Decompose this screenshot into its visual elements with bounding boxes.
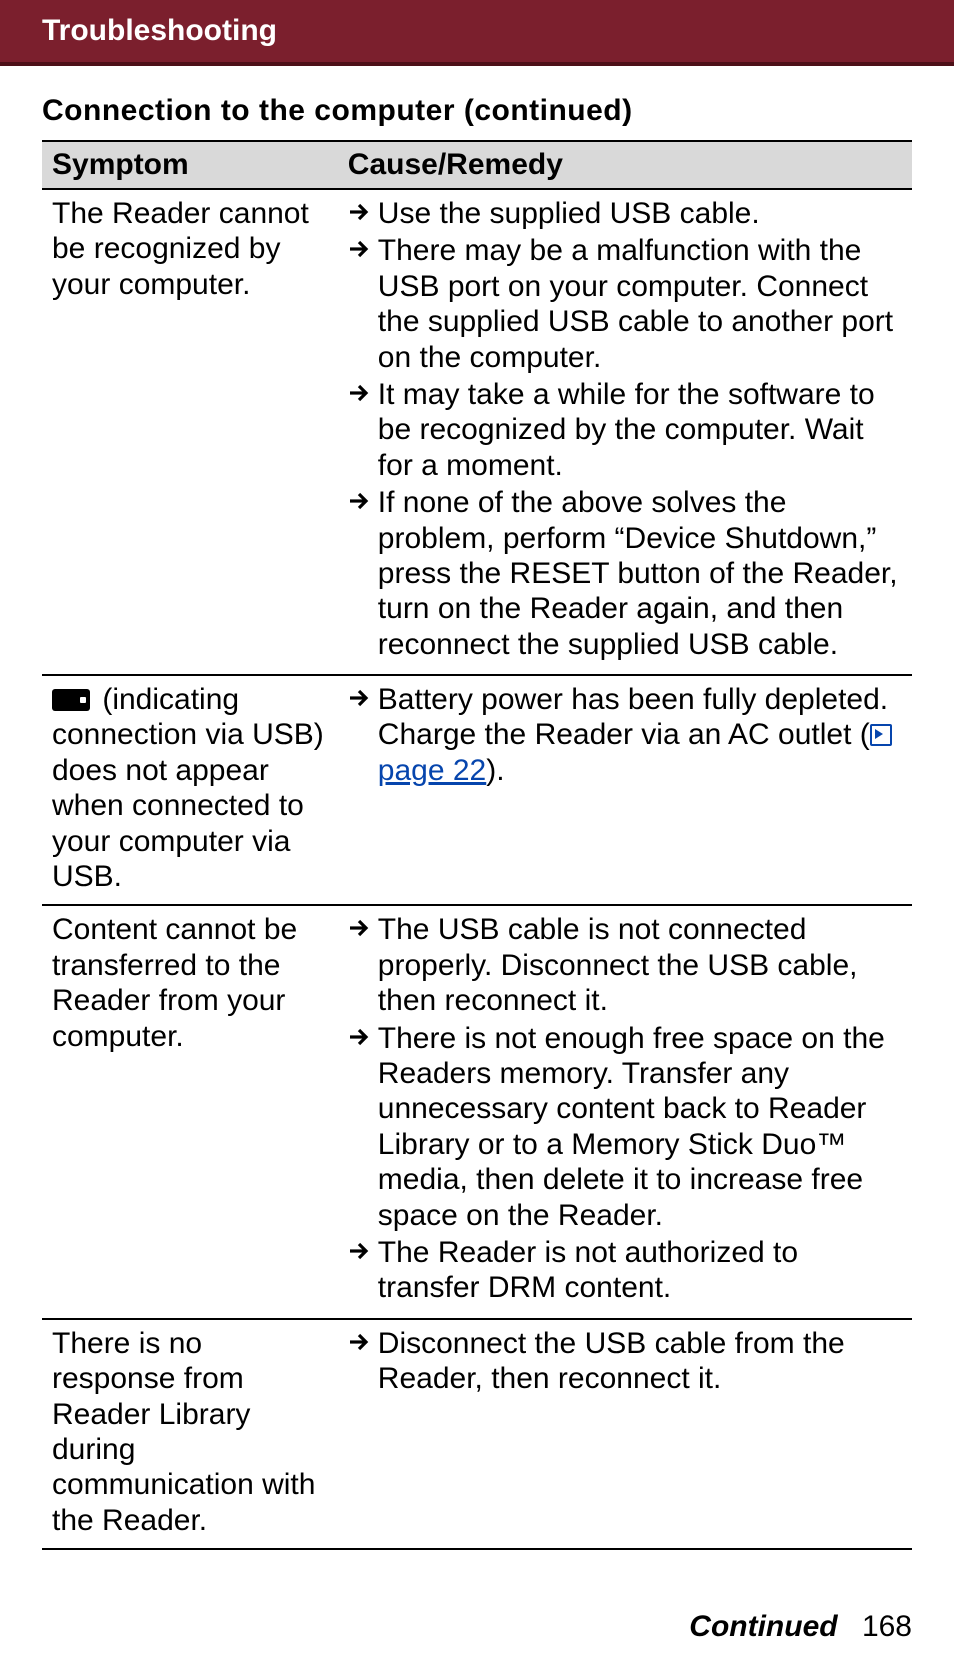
remedy-text: Disconnect the USB cable from the Reader… xyxy=(378,1327,845,1395)
col-remedy-header: Cause/Remedy xyxy=(338,141,912,189)
arrow-right-icon xyxy=(348,1331,370,1353)
table-row: There is no response from Reader Library… xyxy=(42,1319,912,1549)
arrow-right-icon xyxy=(348,238,370,260)
remedy-item: Use the supplied USB cable. xyxy=(348,196,902,231)
continued-label: Continued xyxy=(689,1610,837,1643)
remedy-cell: Use the supplied USB cable. There may be… xyxy=(338,189,912,675)
remedy-cell: Battery power has been fully depleted. C… xyxy=(338,675,912,905)
content-area: Connection to the computer (continued) S… xyxy=(0,66,954,1550)
remedy-item: Disconnect the USB cable from the Reader… xyxy=(348,1326,902,1397)
remedy-text: The USB cable is not connected properly.… xyxy=(378,913,858,1017)
symptom-cell: There is no response from Reader Library… xyxy=(42,1319,338,1549)
remedy-text: The Reader is not authorized to transfer… xyxy=(378,1236,798,1304)
header-title: Troubleshooting xyxy=(42,14,277,47)
remedy-text: If none of the above solves the problem,… xyxy=(378,486,898,661)
remedy-item: There is not enough free space on the Re… xyxy=(348,1021,902,1233)
col-symptom-header: Symptom xyxy=(42,141,338,189)
arrow-right-icon xyxy=(348,490,370,512)
arrow-right-icon xyxy=(348,917,370,939)
arrow-right-icon xyxy=(348,201,370,223)
arrow-right-icon xyxy=(348,1240,370,1262)
table-row: The Reader cannot be recognized by your … xyxy=(42,189,912,675)
remedy-cell: The USB cable is not connected properly.… xyxy=(338,905,912,1318)
arrow-right-icon xyxy=(348,687,370,709)
section-title: Connection to the computer (continued) xyxy=(42,94,912,128)
symptom-cell: The Reader cannot be recognized by your … xyxy=(42,189,338,675)
page-number: 168 xyxy=(862,1610,912,1643)
troubleshooting-table: Symptom Cause/Remedy The Reader cannot b… xyxy=(42,140,912,1550)
symptom-cell: Content cannot be transferred to the Rea… xyxy=(42,905,338,1318)
table-row: Content cannot be transferred to the Rea… xyxy=(42,905,912,1318)
remedy-text: Use the supplied USB cable. xyxy=(378,197,760,230)
remedy-text: There may be a malfunction with the USB … xyxy=(378,234,893,373)
page-reference-icon[interactable] xyxy=(870,724,892,746)
remedy-text-prefix: Battery power has been fully depleted. C… xyxy=(378,683,888,751)
arrow-right-icon xyxy=(348,1026,370,1048)
remedy-item: The USB cable is not connected properly.… xyxy=(348,912,902,1018)
remedy-text: There is not enough free space on the Re… xyxy=(378,1022,885,1232)
symptom-text: (indicating connection via USB) does not… xyxy=(52,683,324,893)
footer: Continued 168 xyxy=(0,1550,954,1664)
remedy-text-suffix: ). xyxy=(486,754,504,787)
remedy-item: There may be a malfunction with the USB … xyxy=(348,233,902,375)
page-link[interactable]: page 22 xyxy=(378,754,486,787)
remedy-cell: Disconnect the USB cable from the Reader… xyxy=(338,1319,912,1549)
header-bar: Troubleshooting xyxy=(0,0,954,66)
arrow-right-icon xyxy=(348,382,370,404)
symptom-cell: (indicating connection via USB) does not… xyxy=(42,675,338,905)
remedy-item: The Reader is not authorized to transfer… xyxy=(348,1235,902,1306)
table-row: (indicating connection via USB) does not… xyxy=(42,675,912,905)
table-header-row: Symptom Cause/Remedy xyxy=(42,141,912,189)
remedy-item: It may take a while for the software to … xyxy=(348,377,902,483)
usb-connection-icon xyxy=(52,689,90,711)
remedy-item: If none of the above solves the problem,… xyxy=(348,485,902,662)
remedy-text: It may take a while for the software to … xyxy=(378,378,875,482)
remedy-item: Battery power has been fully depleted. C… xyxy=(348,682,902,788)
